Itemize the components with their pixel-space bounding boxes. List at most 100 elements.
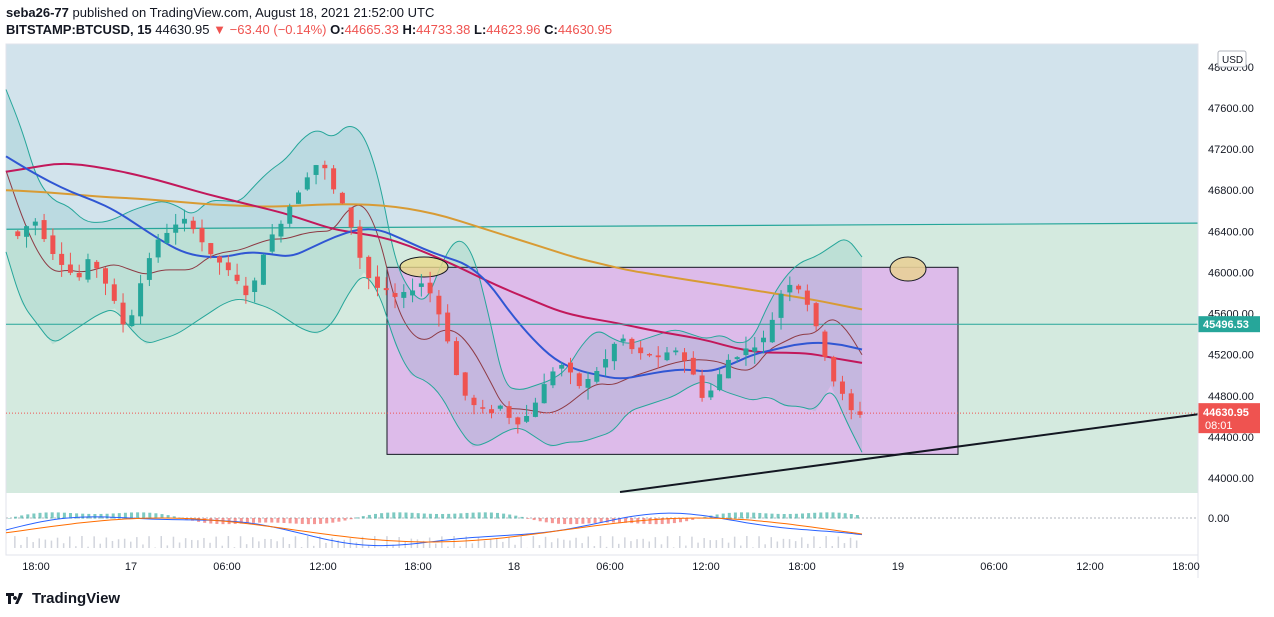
histogram-bar bbox=[404, 512, 408, 519]
histogram-bar bbox=[441, 513, 445, 519]
volume-bar bbox=[819, 546, 821, 548]
volume-bar bbox=[520, 536, 522, 548]
y-tick-label: 46000.00 bbox=[1208, 267, 1254, 279]
publish-text: published on TradingView.com, August 18,… bbox=[72, 5, 435, 20]
volume-bar bbox=[435, 543, 437, 548]
histogram-bar bbox=[349, 518, 353, 520]
histogram-bar bbox=[75, 513, 79, 519]
histogram-bar bbox=[44, 512, 48, 519]
volume-bar bbox=[191, 539, 193, 548]
histogram-bar bbox=[502, 513, 506, 519]
candle-body bbox=[269, 234, 275, 252]
volume-bar bbox=[166, 545, 169, 548]
candle-body bbox=[225, 262, 231, 271]
histogram-bar bbox=[807, 513, 811, 519]
candle-body bbox=[32, 221, 38, 226]
candle-body bbox=[410, 290, 416, 296]
oscillator-pane bbox=[6, 493, 1198, 555]
histogram-bar bbox=[117, 513, 121, 519]
volume-bar bbox=[178, 542, 181, 548]
histogram-bar bbox=[325, 518, 329, 524]
candle-body bbox=[760, 337, 766, 343]
volume-bar bbox=[26, 536, 28, 548]
histogram-bar bbox=[447, 513, 451, 519]
candle-body bbox=[532, 402, 538, 417]
candle-body bbox=[550, 371, 556, 386]
trend-line bbox=[619, 413, 1199, 493]
volume-bar bbox=[81, 536, 83, 548]
volume-bar bbox=[764, 544, 766, 548]
candle-body bbox=[252, 280, 258, 293]
histogram-bar bbox=[715, 514, 719, 519]
candle-body bbox=[287, 206, 293, 224]
author-name[interactable]: seba26-77 bbox=[6, 5, 69, 20]
volume-bar bbox=[355, 542, 358, 548]
candle-body bbox=[348, 207, 354, 228]
volume-bar bbox=[386, 536, 388, 548]
histogram-bar bbox=[270, 518, 274, 523]
volume-bar bbox=[813, 536, 815, 548]
upper-zone bbox=[6, 44, 1198, 230]
candle-body bbox=[374, 276, 380, 288]
volume-bar bbox=[721, 538, 724, 548]
histogram-bar bbox=[685, 518, 689, 522]
volume-bar bbox=[258, 541, 260, 548]
histogram-bar bbox=[691, 518, 695, 520]
candle-body bbox=[857, 411, 863, 415]
histogram-bar bbox=[32, 513, 36, 519]
histogram-bar bbox=[794, 513, 798, 519]
candle-body bbox=[120, 302, 126, 325]
symbol-name[interactable]: BITSTAMP:BTCUSD, 15 bbox=[6, 22, 152, 37]
volume-bar bbox=[587, 536, 589, 548]
range-rectangle bbox=[386, 266, 959, 455]
volume-bar bbox=[666, 536, 669, 548]
histogram-bar bbox=[252, 518, 255, 523]
volume-bar bbox=[624, 537, 626, 548]
moving-average-orange bbox=[5, 189, 863, 311]
volume-bar bbox=[758, 536, 760, 548]
volume-bar bbox=[837, 536, 840, 548]
bollinger-basis bbox=[5, 170, 863, 414]
histogram-bar bbox=[654, 518, 658, 525]
x-tick-label: 18:00 bbox=[1172, 561, 1200, 573]
oscillator-slow-line bbox=[5, 517, 863, 543]
volume-bar bbox=[32, 542, 34, 548]
histogram-bar bbox=[544, 518, 548, 523]
tradingview-logo[interactable]: TradingView bbox=[6, 590, 120, 607]
volume-bar bbox=[654, 537, 657, 548]
candle-body bbox=[804, 290, 810, 305]
volume-bar bbox=[148, 536, 150, 548]
volume-bar bbox=[636, 539, 638, 548]
candle-body bbox=[313, 165, 319, 175]
x-tick-label: 12:00 bbox=[309, 561, 337, 573]
volume-bar bbox=[447, 546, 449, 548]
volume-bar bbox=[44, 539, 47, 548]
volume-bar bbox=[557, 538, 559, 548]
volume-bar bbox=[691, 536, 693, 548]
tradingview-logo-icon bbox=[6, 592, 23, 604]
low-label: L: bbox=[474, 22, 487, 37]
volume-bar bbox=[252, 537, 254, 548]
volume-bar bbox=[508, 536, 510, 548]
high-label: H: bbox=[402, 22, 417, 37]
histogram-bar bbox=[361, 516, 365, 519]
histogram-bar bbox=[727, 512, 731, 519]
histogram-bar bbox=[733, 512, 737, 519]
oscillator-zero-label: 0.00 bbox=[1208, 513, 1229, 525]
volume-bar bbox=[502, 541, 504, 548]
bollinger-band-fill bbox=[6, 89, 862, 453]
candle-body bbox=[559, 364, 565, 369]
histogram-bar bbox=[660, 518, 664, 525]
y-tick-label: 45200.00 bbox=[1208, 350, 1254, 362]
histogram-bar bbox=[62, 512, 66, 519]
histogram-bar bbox=[557, 518, 560, 524]
volume-bar bbox=[282, 537, 284, 548]
candle-body bbox=[15, 231, 21, 237]
open-label: O: bbox=[330, 22, 345, 37]
candle-body bbox=[848, 393, 854, 411]
candle-body bbox=[708, 390, 714, 398]
x-tick-label: 19 bbox=[892, 561, 904, 573]
histogram-bar bbox=[386, 512, 390, 519]
x-tick-label: 12:00 bbox=[692, 561, 720, 573]
